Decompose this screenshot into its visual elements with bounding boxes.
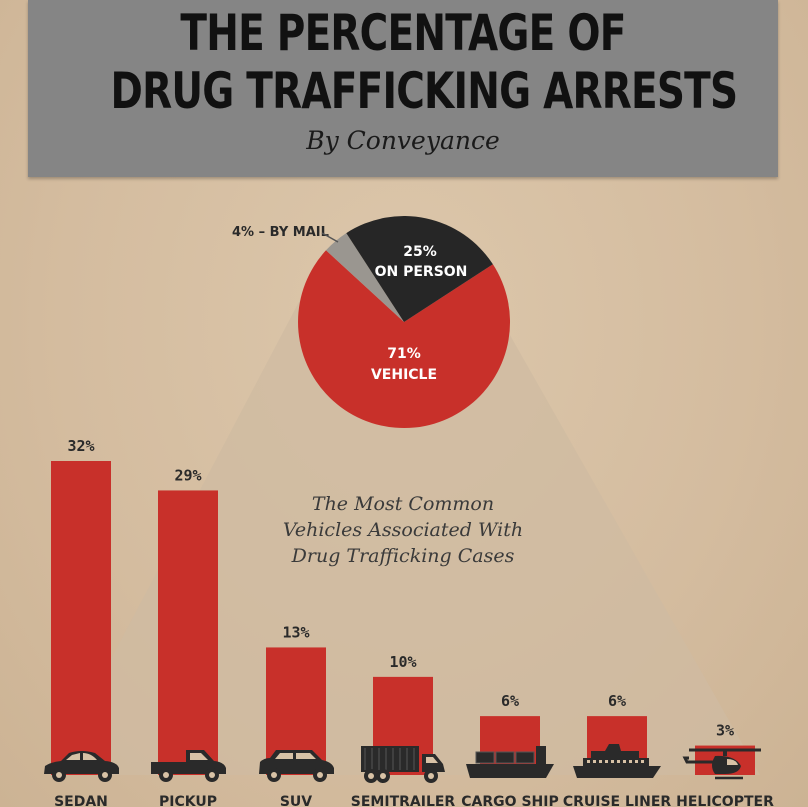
pie-leader-line <box>321 232 339 243</box>
projection-wedge <box>50 300 760 775</box>
bar-pickup <box>158 490 218 775</box>
pie-label-by-mail: 4% – BY MAIL <box>232 225 329 240</box>
vehicles-title-line-1: The Most Common <box>312 493 494 515</box>
suv-icon <box>259 750 334 782</box>
bar-value-label: 13% <box>282 623 309 641</box>
header-banner: THE PERCENTAGE OF DRUG TRAFFICKING ARRES… <box>28 0 778 177</box>
bar-sedan <box>51 461 111 775</box>
category-label: HELICOPTER <box>676 794 774 807</box>
bar-value-label: 29% <box>174 466 201 484</box>
bar-value-label: 6% <box>501 692 519 710</box>
pie-slice-by-mail <box>326 233 404 322</box>
vehicles-title-line-2: Vehicles Associated With <box>283 519 523 541</box>
subtitle: By Conveyance <box>306 126 500 155</box>
pie-label-on-person: ON PERSON <box>375 264 468 280</box>
category-label: CRUISE LINER <box>563 794 672 807</box>
bar-value-label: 32% <box>67 437 94 455</box>
cargo-ship-icon <box>466 746 554 778</box>
vehicles-title-line-3: Drug Trafficking Cases <box>291 545 515 567</box>
sedan-icon <box>44 751 119 782</box>
category-label: PICKUP <box>159 794 217 807</box>
cruise-liner-icon <box>573 744 661 778</box>
pie-label-on-person-value: 25% <box>403 244 437 260</box>
category-label: SEMITRAILER <box>351 794 456 807</box>
category-label: SUV <box>280 794 312 807</box>
pie-label-vehicle-value: 71% <box>387 346 421 362</box>
pie-label-vehicle: VEHICLE <box>371 367 437 383</box>
pie-slice-on-person <box>346 216 493 322</box>
semitrailer-icon <box>361 746 445 783</box>
category-label: SEDAN <box>54 794 108 807</box>
helicopter-icon <box>682 748 761 780</box>
pickup-icon <box>151 750 226 782</box>
category-label: CARGO SHIP <box>461 794 558 807</box>
pie-slice-vehicle <box>298 250 511 429</box>
title-line-2: DRUG TRAFFICKING ARRESTS <box>110 62 739 120</box>
bar-value-label: 6% <box>608 692 626 710</box>
bar-value-label: 10% <box>389 653 416 671</box>
title-line-1: THE PERCENTAGE OF <box>180 4 626 62</box>
bar-value-label: 3% <box>716 722 734 740</box>
